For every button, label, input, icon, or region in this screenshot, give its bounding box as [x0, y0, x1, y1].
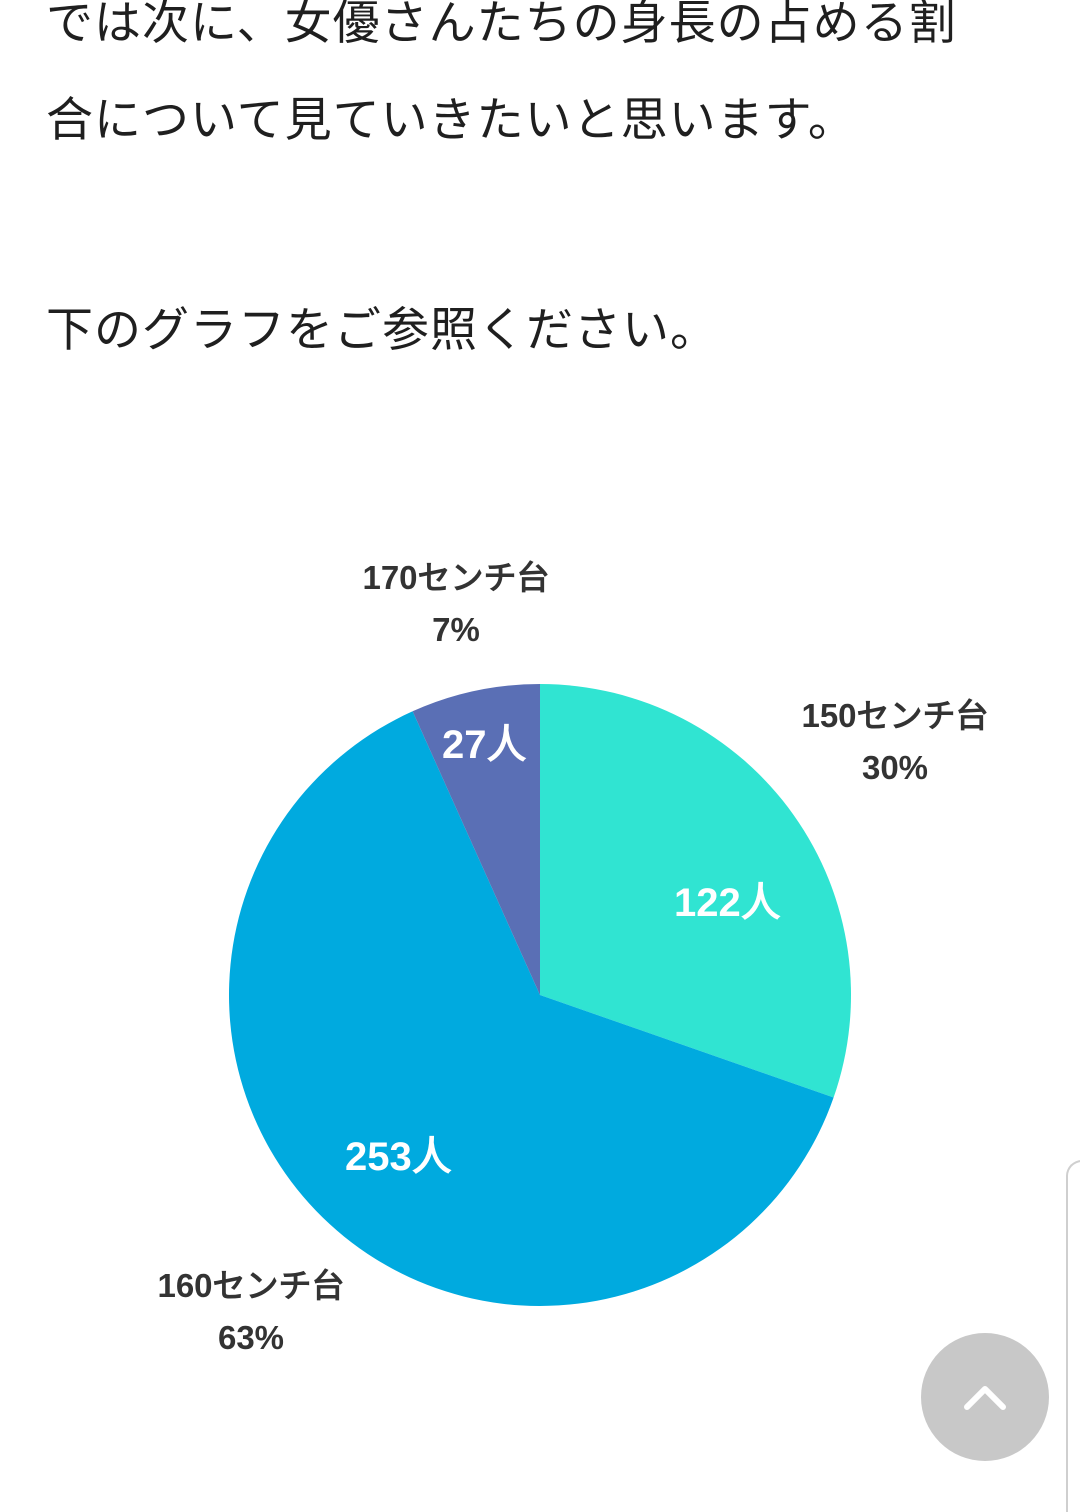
pie-slice-1 [228, 711, 834, 1306]
slice-category-label: 170センチ台 [362, 559, 550, 596]
article-paragraph-graph-reference: 下のグラフをご参照ください。 [46, 303, 718, 358]
pie-slice-2 [412, 684, 540, 995]
slice-value-label-150cm: 122人 [674, 881, 781, 925]
article-paragraph-intro-line-2: 合について見ていきたいと思います。 [46, 93, 856, 148]
slice-percent-label: 7% [432, 611, 480, 648]
chevron-up-icon [964, 1386, 1006, 1410]
scroll-to-top-button[interactable] [921, 1333, 1049, 1461]
pie-chart-svg [228, 684, 851, 1306]
article-paragraph-intro-line-1: では次に、女優さんたちの身長の占める割 [46, 0, 957, 51]
slice-percent-label: 63% [217, 1319, 285, 1356]
scrollbar-thumb[interactable] [1066, 1160, 1080, 1512]
legend-label-150cm: 150センチ台 30% [795, 690, 995, 794]
slice-category-label: 150センチ台 [801, 697, 989, 734]
pie-slice-0 [540, 684, 851, 1098]
height-distribution-pie-chart: 170センチ台 7% 150センチ台 30% 160センチ台 63% 27人 1… [0, 520, 1080, 1380]
slice-value-label-160cm: 253人 [345, 1135, 452, 1179]
slice-value-label-170cm: 27人 [442, 723, 527, 767]
article-paragraph-intro: では次に、女優さんたちの身長の占める割 合について見ていきたいと思います。 [46, 0, 1040, 169]
legend-label-170cm: 170センチ台 7% [356, 552, 556, 656]
slice-category-label: 160センチ台 [157, 1267, 345, 1304]
slice-percent-label: 30% [861, 749, 929, 786]
legend-label-160cm: 160センチ台 63% [151, 1260, 351, 1364]
